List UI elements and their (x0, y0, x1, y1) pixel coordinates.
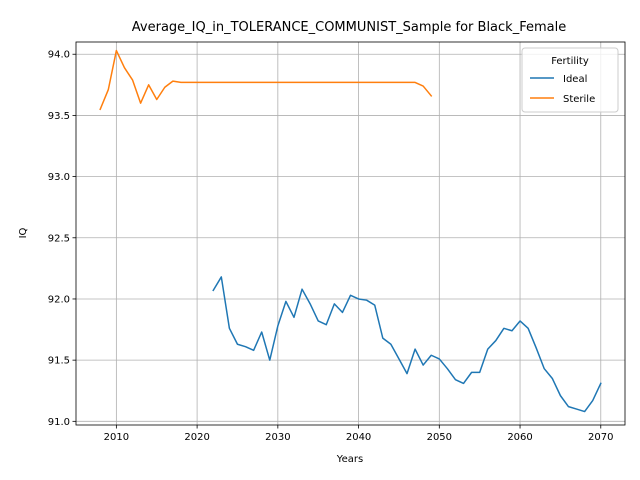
x-tick-label: 2030 (265, 432, 290, 443)
y-tick-label: 92.0 (48, 294, 70, 305)
x-tick-label: 2060 (507, 432, 532, 443)
plot-area-frame (75, 41, 626, 426)
series-line-ideal (212, 276, 602, 413)
x-axis-label: Years (336, 454, 363, 465)
y-tick-label: 91.0 (48, 417, 70, 428)
y-tick-label: 93.5 (48, 111, 70, 122)
x-axis-ticks: 2010 2020 2030 2040 2050 2060 2070 (104, 425, 614, 443)
y-tick-label: 94.0 (48, 50, 70, 61)
legend-box (521, 47, 619, 113)
y-axis-label: IQ (18, 227, 29, 238)
x-tick-label: 2040 (346, 432, 371, 443)
series-lines (99, 49, 602, 413)
y-tick-label: 93.0 (48, 172, 70, 183)
legend-title: Fertility (551, 56, 589, 67)
legend-label-sterile: Sterile (563, 94, 595, 105)
y-tick-label: 91.5 (48, 356, 70, 367)
legend: Fertility Ideal Sterile (521, 47, 619, 113)
y-tick-label: 92.5 (48, 233, 70, 244)
x-tick-label: 2010 (104, 432, 129, 443)
legend-label-ideal: Ideal (563, 74, 587, 85)
series-line-sterile (99, 49, 433, 111)
x-tick-label: 2050 (427, 432, 452, 443)
x-tick-label: 2070 (588, 432, 613, 443)
x-tick-label: 2020 (184, 432, 209, 443)
chart-title: Average_IQ_in_TOLERANCE_COMMUNIST_Sample… (132, 20, 566, 35)
y-axis-ticks: 91.0 91.5 92.0 92.5 93.0 93.5 94.0 (48, 50, 76, 428)
